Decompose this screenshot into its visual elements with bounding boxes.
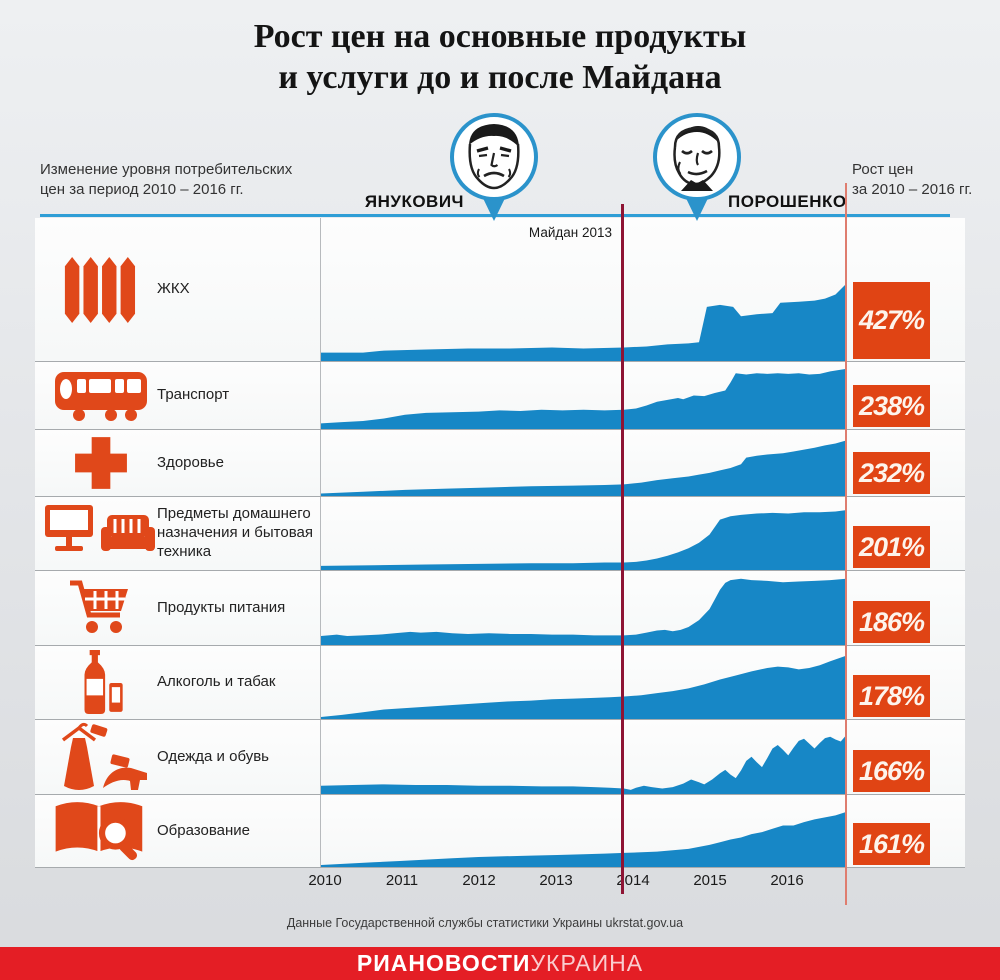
- year-tick-label: 2011: [385, 872, 419, 889]
- clothing-icon: [45, 720, 157, 794]
- poroshenko-face-icon: [673, 126, 721, 191]
- data-source-note: Данные Государственной службы статистики…: [286, 916, 684, 930]
- category-row: Алкоголь и табак 178%: [35, 646, 965, 720]
- president-label-yanukovych: ЯНУКОВИЧ: [364, 192, 464, 211]
- left-axis-note: Изменение уровня потребительских цен за …: [40, 161, 293, 199]
- yanukovych-portrait: [450, 113, 538, 201]
- category-row: Транспорт 238%: [35, 362, 965, 430]
- yanukovych-face-icon: [468, 124, 520, 190]
- area-chart: [320, 795, 846, 867]
- area-chart: [320, 720, 846, 794]
- category-label: Образование: [157, 821, 250, 839]
- category-label: Алкоголь и табак: [157, 673, 276, 691]
- year-tick-label: 2014: [616, 872, 650, 889]
- right-accent-line: [845, 183, 847, 905]
- president-label-poroshenko: ПОРОШЕНКО: [728, 192, 847, 211]
- year-tick-label: 2012: [462, 872, 496, 889]
- right-axis-note: Рост цен за 2010 – 2016 гг.: [852, 161, 973, 199]
- category-row: Образование 161%: [35, 795, 965, 868]
- title-line-1: Рост цен на основные продукты: [253, 18, 747, 55]
- category-label: Предметы домашнего назначения и бытовая …: [157, 505, 313, 560]
- education-book-icon: [45, 795, 157, 867]
- category-label: Продукты питания: [157, 598, 286, 616]
- area-chart: [320, 218, 846, 361]
- area-chart: [320, 571, 846, 645]
- category-row: Продукты питания 186%: [35, 571, 965, 646]
- growth-badge: 186%: [853, 601, 930, 643]
- year-tick-label: 2016: [770, 872, 804, 889]
- home-appliances-icon: [45, 497, 157, 570]
- footer-brand-band: РИАНОВОСТИ УКРАИНА: [0, 947, 1000, 980]
- shopping-cart-icon: [45, 571, 157, 645]
- growth-badge: 238%: [853, 385, 930, 427]
- growth-badge: 161%: [853, 823, 930, 865]
- page-title: Рост цен на основные продукты и услуги д…: [0, 16, 1000, 99]
- category-row: Одежда и обувь 166%: [35, 720, 965, 795]
- area-chart: [320, 646, 846, 719]
- growth-badge: 427%: [853, 282, 930, 359]
- category-rows: ЖКХ 427% Транспорт 238% Здоровье 232% Пр…: [35, 218, 965, 868]
- growth-badge: 201%: [853, 526, 930, 568]
- category-row: Предметы домашнего назначения и бытовая …: [35, 497, 965, 571]
- medical-cross-icon: [45, 430, 157, 496]
- year-tick-label: 2010: [308, 872, 342, 889]
- growth-badge: 232%: [853, 452, 930, 494]
- category-label: Одежда и обувь: [157, 747, 269, 765]
- category-label: Транспорт: [157, 386, 230, 404]
- category-row: ЖКХ 427%: [35, 218, 965, 362]
- maidan-annotation: Майдан 2013: [528, 225, 612, 240]
- brand-name-bold: РИАНОВОСТИ: [356, 950, 531, 976]
- area-chart: [320, 430, 846, 496]
- category-row: Здоровье 232%: [35, 430, 965, 497]
- poroshenko-portrait: [653, 113, 741, 201]
- growth-badge: 166%: [853, 750, 930, 792]
- area-chart: [320, 362, 846, 429]
- year-tick-label: 2013: [539, 872, 573, 889]
- growth-badge: 178%: [853, 675, 930, 717]
- category-label: ЖКХ: [157, 280, 190, 298]
- maidan-marker-line: [621, 204, 624, 894]
- brand-name-light: УКРАИНА: [530, 950, 644, 976]
- year-tick-label: 2015: [693, 872, 727, 889]
- area-chart: [320, 497, 846, 570]
- alcohol-bottle-icon: [45, 646, 157, 719]
- category-label: Здоровье: [157, 453, 224, 471]
- radiator-icon: [45, 218, 157, 361]
- title-line-2: и услуги до и после Майдана: [278, 59, 722, 97]
- bus-icon: [45, 362, 157, 429]
